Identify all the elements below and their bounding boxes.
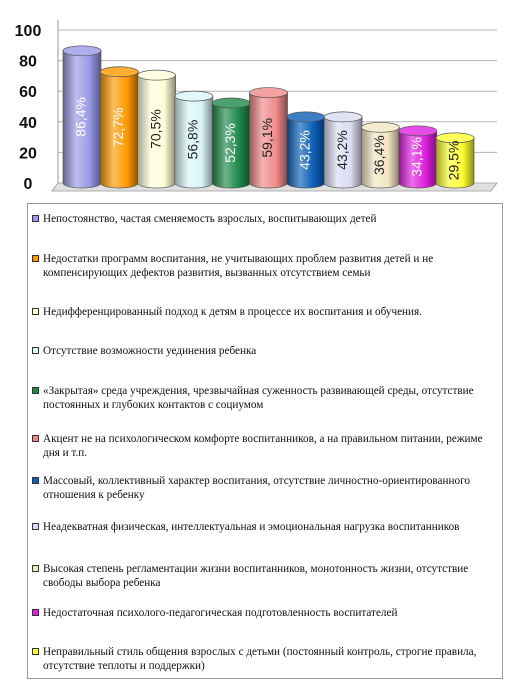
legend-swatch-4 — [32, 347, 39, 354]
legend-label-8: Неадекватная физическая, интеллектуальна… — [43, 521, 460, 533]
bar-top-10 — [398, 125, 438, 137]
y-tick-label-40: 40 — [19, 115, 37, 132]
legend-label-10: Недостаточная психолого-педагогическая п… — [43, 607, 398, 619]
legend-item-10: Недостаточная психолого-педагогическая п… — [32, 606, 498, 620]
bars — [62, 45, 475, 189]
legend-item-3: Недифференцированный подход к детям в пр… — [32, 305, 498, 319]
bar-2 — [99, 66, 139, 189]
bar-top-5 — [211, 97, 251, 109]
legend-item-1: Непостоянство, частая сменяемость взросл… — [32, 212, 498, 226]
legend-swatch-2 — [32, 255, 39, 262]
data-label-5: 52,3% — [222, 123, 238, 163]
legend-item-7: Массовый, коллективный характер воспитан… — [32, 474, 498, 502]
bar-11 — [435, 132, 475, 189]
data-label-4: 56,8% — [185, 120, 201, 160]
data-label-9: 36,4% — [371, 135, 387, 175]
legend-label-9: Высокая степень регламентации жизни восп… — [43, 563, 469, 589]
legend-swatch-7 — [32, 477, 39, 484]
legend-label-5: «Закрытая» среда учреждения, чрезвычайна… — [43, 385, 474, 411]
legend-swatch-10 — [32, 609, 39, 616]
data-label-8: 43,2% — [334, 130, 350, 170]
y-axis: 0 20 40 60 80 100 — [15, 23, 42, 193]
data-label-11: 29,5% — [446, 141, 462, 181]
bar-top-9 — [361, 121, 400, 133]
bar-top-2 — [99, 66, 139, 78]
bar-top-6 — [249, 87, 288, 98]
legend-swatch-6 — [32, 435, 39, 442]
data-label-6: 59,1% — [259, 118, 275, 158]
bar-7 — [286, 111, 326, 189]
legend-item-5: «Закрытая» среда учреждения, чрезвычайна… — [32, 384, 498, 412]
y-tick-label-20: 20 — [19, 145, 37, 162]
bar-5 — [211, 97, 251, 189]
data-label-2: 72,7% — [110, 108, 126, 148]
y-tick-label-60: 60 — [19, 84, 37, 101]
bar-top-8 — [323, 111, 363, 123]
legend-item-4: Отсутствие возможности уединения ребенка — [32, 344, 498, 358]
legend-item-2: Недостатки программ воспитания, не учиты… — [32, 252, 498, 280]
bar-3 — [137, 69, 176, 189]
bar-top-3 — [137, 69, 176, 81]
data-label-10: 34,1% — [408, 137, 424, 177]
legend-label-7: Массовый, коллективный характер воспитан… — [43, 475, 470, 501]
bar-body-11 — [435, 137, 475, 189]
legend-swatch-5 — [32, 387, 39, 394]
bar-9 — [361, 121, 400, 189]
bar-top-4 — [174, 90, 214, 102]
y-tick-label-100: 100 — [15, 23, 42, 40]
legend-label-2: Недостатки программ воспитания, не учиты… — [43, 253, 434, 279]
bar-top-1 — [62, 45, 102, 57]
legend-swatch-1 — [32, 215, 39, 222]
data-label-7: 43,2% — [297, 130, 313, 170]
legend-item-6: Акцент не на психологическом комфорте во… — [32, 432, 498, 460]
legend-item-8: Неадекватная физическая, интеллектуальна… — [32, 520, 498, 534]
legend-item-11: Неправильный стиль общения взрослых с де… — [32, 645, 498, 673]
legend-swatch-8 — [32, 523, 39, 530]
data-label-1: 86,4% — [73, 97, 89, 137]
bar-8 — [323, 111, 363, 189]
legend-label-11: Неправильный стиль общения взрослых с де… — [43, 646, 477, 672]
bar-top-11 — [435, 132, 475, 144]
bar-chart: 0 20 40 60 80 100 86,4% 72,7% 70,5% 56,8% 52,3% 59… — [15, 20, 498, 193]
legend-swatch-9 — [32, 565, 39, 572]
legend-item-9: Высокая степень регламентации жизни восп… — [32, 562, 498, 590]
legend: Непостоянство, частая сменяемость взросл… — [27, 203, 503, 679]
legend-swatch-11 — [32, 648, 39, 655]
y-tick-label-80: 80 — [19, 54, 37, 71]
legend-label-4: Отсутствие возможности уединения ребенка — [43, 345, 257, 357]
legend-label-1: Непостоянство, частая сменяемость взросл… — [43, 213, 377, 225]
legend-label-3: Недифференцированный подход к детям в пр… — [43, 306, 422, 318]
data-labels: 86,4% 72,7% 70,5% 56,8% 52,3% 59,1% 43,2% 43,2%… — [73, 97, 462, 180]
legend-swatch-3 — [32, 308, 39, 315]
legend-label-6: Акцент не на психологическом комфорте во… — [43, 433, 483, 459]
data-label-3: 70,5% — [147, 109, 163, 149]
bar-top-7 — [286, 111, 326, 123]
y-tick-label-0: 0 — [24, 176, 33, 193]
bar-6 — [249, 87, 288, 189]
bar-4 — [174, 90, 214, 189]
bar-10 — [398, 125, 438, 189]
